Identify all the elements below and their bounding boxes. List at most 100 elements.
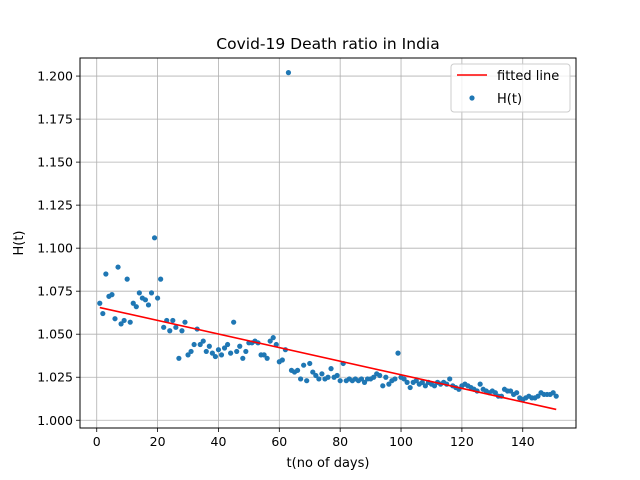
y-tick-label: 1.050 [37, 327, 73, 342]
axes-frame [79, 57, 577, 429]
data-point [243, 348, 249, 355]
y-tick-label: 1.200 [37, 69, 73, 84]
data-point [395, 350, 401, 356]
data-point [392, 376, 398, 382]
data-point [154, 295, 161, 301]
data-point [358, 376, 365, 382]
data-point [133, 304, 139, 310]
data-point [514, 390, 520, 396]
data-point [109, 292, 115, 298]
data-point [97, 300, 103, 306]
data-point [377, 372, 383, 379]
legend-swatch-ht [469, 95, 475, 101]
data-point [261, 352, 267, 358]
data-point [103, 271, 109, 277]
data-point [240, 355, 246, 361]
data-point [383, 374, 389, 380]
legend-label-fitted-line: fitted line [497, 69, 559, 84]
data-point [264, 355, 270, 361]
data-point [422, 383, 428, 389]
data-point [404, 379, 410, 385]
data-point [161, 324, 167, 330]
data-point [507, 388, 514, 394]
data-point [401, 376, 407, 382]
data-point [218, 352, 225, 358]
legend-box [450, 63, 571, 113]
x-tick-label: 40 [211, 434, 227, 449]
data-point [145, 302, 152, 308]
x-tick-label: 20 [150, 434, 166, 449]
data-point [234, 348, 240, 355]
data-point [158, 276, 164, 282]
data-point [325, 374, 331, 380]
data-point [170, 317, 176, 324]
data-point [371, 374, 377, 380]
x-tick-label: 80 [332, 434, 348, 449]
data-point [270, 335, 276, 341]
data-point [182, 319, 188, 325]
data-point [550, 390, 556, 396]
y-tick-label: 1.125 [37, 198, 73, 213]
data-point [215, 347, 222, 353]
plot-area [97, 70, 559, 411]
x-tick-label: 140 [511, 434, 535, 449]
data-point [407, 384, 413, 391]
data-point [148, 290, 155, 296]
data-point [419, 379, 425, 385]
data-point [221, 345, 228, 351]
data-point [386, 381, 392, 387]
data-point [553, 393, 559, 399]
data-point [319, 371, 325, 377]
data-point [173, 324, 179, 330]
data-point [127, 319, 133, 325]
data-point [228, 350, 234, 356]
x-axis-label: t(no of days) [287, 456, 370, 471]
data-point [298, 376, 304, 382]
data-point [118, 321, 124, 327]
data-point [492, 390, 498, 396]
x-tick-label: 120 [450, 434, 474, 449]
data-point [328, 366, 334, 372]
y-tick-label: 1.150 [37, 155, 73, 170]
data-point [307, 360, 313, 367]
data-point [337, 378, 343, 384]
data-point [112, 316, 118, 322]
data-point [188, 348, 194, 355]
data-point [413, 378, 419, 384]
data-point [334, 372, 340, 379]
data-point [136, 290, 142, 296]
data-point [447, 376, 453, 382]
data-point [304, 378, 310, 384]
data-point [237, 343, 243, 349]
data-point [124, 276, 130, 282]
data-point [267, 338, 273, 344]
legend: fitted line H(t) [450, 63, 571, 113]
data-point [151, 235, 158, 241]
data-point [130, 300, 136, 306]
legend-label-ht: H(t) [497, 92, 522, 107]
y-tick-label: 1.025 [37, 370, 73, 385]
y-tick-label: 1.000 [37, 413, 73, 428]
y-axis-label: H(t) [12, 230, 27, 255]
chart-title: Covid-19 Death ratio in India [216, 35, 439, 53]
data-point [477, 381, 483, 387]
fitted-line [99, 306, 557, 411]
x-tick-label: 60 [271, 434, 287, 449]
data-point [176, 355, 182, 361]
y-tick-label: 1.175 [37, 112, 73, 127]
data-point [310, 369, 316, 375]
data-point [224, 341, 231, 348]
data-point [203, 348, 209, 355]
data-point [197, 341, 203, 348]
y-tick-label: 1.100 [37, 241, 73, 256]
data-point [279, 357, 285, 363]
x-tick-label: 0 [93, 434, 101, 449]
y-tick-label: 1.075 [37, 284, 73, 299]
x-tick-label: 100 [389, 434, 413, 449]
data-point [209, 350, 215, 356]
data-point [167, 328, 173, 334]
data-point [212, 353, 219, 360]
data-point [294, 367, 301, 373]
data-point [535, 393, 541, 399]
